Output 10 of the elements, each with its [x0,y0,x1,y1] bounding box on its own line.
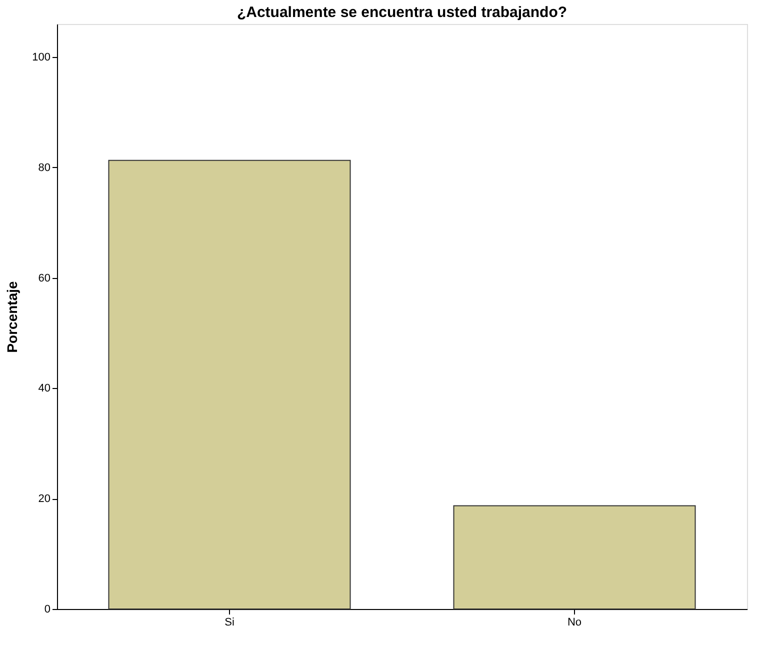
y-axis-title: Porcentaje [4,280,20,353]
y-tick-label: 60 [38,272,50,284]
y-tick-label: 20 [38,493,50,506]
x-tick-label: Si [224,616,234,628]
y-tick-label: 0 [44,604,50,616]
y-tick-label: 100 [32,52,50,64]
chart-title: ¿Actualmente se encuentra usted trabajando? [236,4,568,21]
y-tick-label: 40 [38,382,50,395]
y-tick-label: 80 [38,162,50,174]
x-tick-label: No [567,616,582,628]
